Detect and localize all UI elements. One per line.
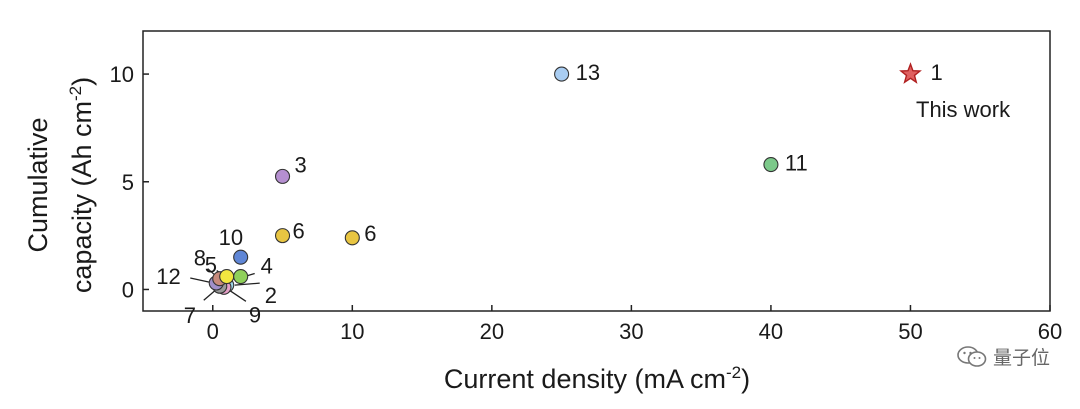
point-label: 10 [219, 225, 243, 250]
y-axis-title-line1: Cumulative [23, 117, 53, 252]
y-axis-title-sup: -2 [66, 86, 85, 101]
y-axis-title-end: ) [67, 77, 97, 86]
x-axis-title-main: Current density (mA cm [444, 364, 726, 394]
data-point [554, 66, 570, 82]
point-label: 8 [194, 246, 206, 271]
y-axis-title-line2-main: capacity (Ah cm [67, 101, 97, 293]
point-label: 9 [249, 302, 261, 327]
data-point [763, 156, 779, 173]
plot-frame [142, 30, 1051, 312]
point-label: 6 [364, 221, 376, 246]
y-axis-title-line2: capacity (Ah cm-2) [66, 77, 97, 293]
point-label: 7 [184, 303, 196, 328]
data-point [344, 230, 360, 246]
data-point [274, 228, 291, 244]
point-label: 3 [295, 152, 307, 177]
point-label: 12 [156, 264, 180, 289]
point-label: 11 [785, 151, 808, 176]
x-axis-title-end: ) [741, 364, 750, 394]
x-axis-title-sup: -2 [726, 363, 741, 382]
data-point-star [899, 62, 922, 84]
y-tick-label: 0 [122, 277, 134, 302]
x-tick-label: 40 [759, 319, 783, 344]
point-label: 13 [576, 60, 600, 85]
point-label: 4 [261, 254, 273, 279]
x-tick-label: 60 [1038, 319, 1062, 344]
x-tick-label: 20 [480, 319, 504, 344]
data-point [274, 168, 291, 184]
point-label: 5 [205, 253, 217, 278]
wechat-icon [957, 345, 987, 368]
x-tick-label: 50 [898, 319, 922, 344]
watermark: 量子位 [957, 343, 1050, 370]
point-label: 2 [265, 283, 277, 308]
leader-line [234, 282, 260, 286]
y-axis-title: Cumulative capacity (Ah cm-2) [23, 77, 97, 293]
point-label: 6 [293, 219, 305, 244]
data-point [233, 268, 249, 285]
y-tick-label: 5 [122, 170, 134, 195]
x-tick-label: 10 [340, 319, 364, 344]
point-label: 1 [930, 60, 942, 85]
x-tick-label: 30 [619, 319, 643, 344]
x-axis-title: Current density (mA cm-2) [444, 363, 750, 394]
y-tick-label: 10 [110, 62, 134, 87]
x-tick-label: 0 [207, 319, 219, 344]
watermark-text: 量子位 [992, 348, 1050, 369]
axes [142, 30, 1051, 312]
data-points [208, 62, 922, 295]
data-point [219, 268, 235, 285]
annotation-this-work: This work [916, 97, 1011, 122]
data-point [233, 249, 249, 265]
